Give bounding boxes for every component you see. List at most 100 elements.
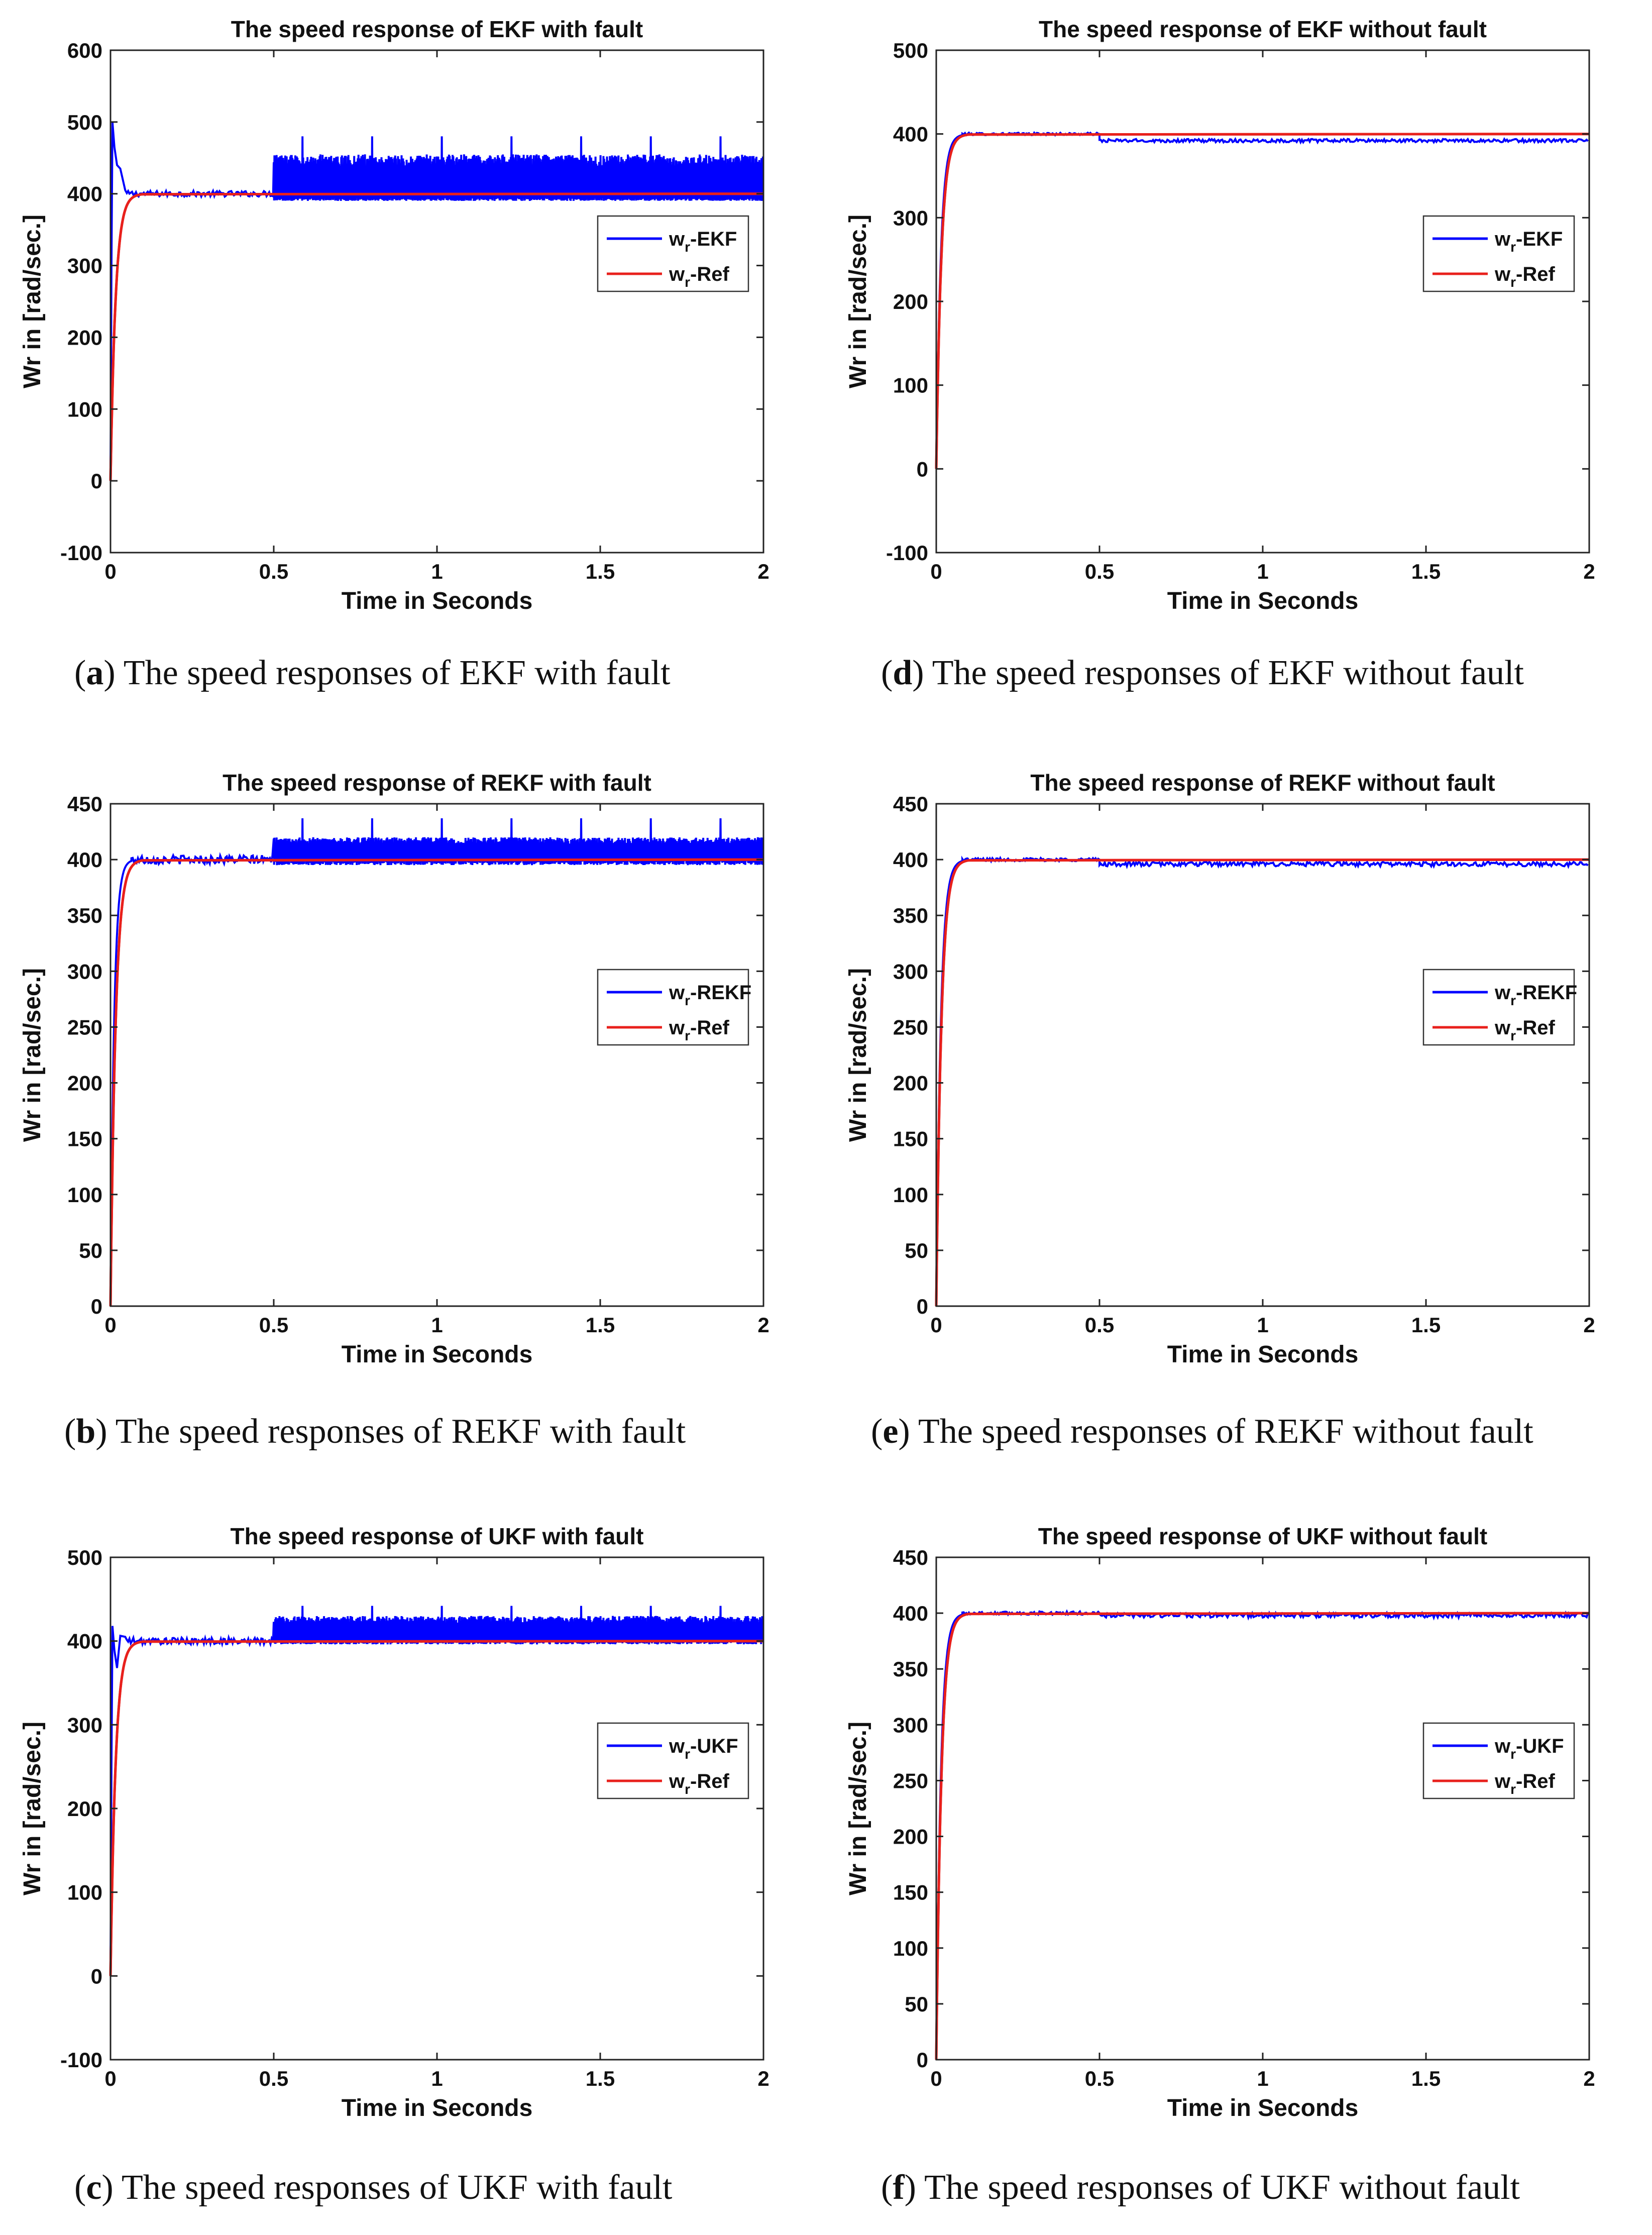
series-group bbox=[109, 818, 764, 1307]
chart-panel-ekf-without-fault: The speed response of EKF without fault -… bbox=[826, 0, 1651, 703]
y-tick-label: 300 bbox=[67, 960, 102, 983]
x-axis-label: Time in Seconds bbox=[1167, 1341, 1359, 1368]
y-axis-label: Wr in [rad/sec.] bbox=[845, 968, 871, 1142]
y-tick-label: -100 bbox=[60, 541, 102, 565]
legend-entry: wr-REKF bbox=[669, 982, 751, 1008]
caption-d: (d) The speed responses of EKF without f… bbox=[881, 654, 1524, 692]
x-tick-label: 0.5 bbox=[259, 1313, 288, 1337]
legend-symbol: w bbox=[1494, 263, 1511, 285]
x-tick-label: 2 bbox=[757, 2067, 769, 2090]
x-tick-label: 0 bbox=[104, 2067, 116, 2090]
chart-svg: The speed response of UKF without fault 0… bbox=[845, 1523, 1595, 2121]
caption-text: The speed responses of EKF with fault bbox=[115, 654, 671, 692]
y-tick-label: 350 bbox=[67, 904, 102, 927]
legend: wr-REKF wr-Ref bbox=[1422, 969, 1577, 1046]
y-tick-label: 300 bbox=[893, 206, 928, 230]
legend: wr-UKF wr-Ref bbox=[1422, 1722, 1575, 1799]
y-tick-label: 100 bbox=[67, 397, 102, 421]
x-axis-label: Time in Seconds bbox=[342, 2095, 533, 2121]
legend-box bbox=[1422, 1722, 1575, 1799]
legend-name: -UKF bbox=[690, 1735, 738, 1757]
y-tick-label: 0 bbox=[917, 1295, 928, 1318]
y-tick-label: 50 bbox=[905, 1992, 928, 2016]
legend-name: -Ref bbox=[1516, 263, 1555, 285]
x-tick-label: 0.5 bbox=[1085, 2067, 1114, 2090]
series-line-ref-overlay bbox=[935, 1612, 1590, 2060]
series-line-ref-overlay bbox=[935, 858, 1590, 1307]
x-tick-label: 0 bbox=[104, 560, 116, 583]
legend-name: -EKF bbox=[1516, 228, 1563, 250]
y-tick-label: 350 bbox=[893, 904, 928, 927]
y-tick-label: 400 bbox=[67, 848, 102, 872]
y-tick-label: 350 bbox=[893, 1657, 928, 1681]
y-tick-label: 450 bbox=[67, 792, 102, 816]
legend-subscript: r bbox=[685, 239, 690, 255]
legend-name: -REKF bbox=[690, 982, 751, 1004]
y-tick-label: 0 bbox=[917, 457, 928, 481]
caption-e: (e) The speed responses of REKF without … bbox=[871, 1412, 1533, 1451]
series-line-ref bbox=[109, 858, 764, 1307]
series-line-estimate bbox=[935, 856, 1589, 1307]
chart-title: The speed response of UKF without fault bbox=[1038, 1523, 1487, 1549]
y-tick-label: 450 bbox=[893, 792, 928, 816]
y-tick-label: 400 bbox=[67, 1630, 102, 1653]
y-tick-label: 200 bbox=[893, 1825, 928, 1849]
y-tick-label: 400 bbox=[67, 182, 102, 206]
x-tick-label: 1 bbox=[431, 1313, 443, 1337]
y-tick-label: -100 bbox=[886, 541, 928, 565]
legend-box bbox=[597, 1722, 749, 1799]
caption-f: (f) The speed responses of UKF without f… bbox=[881, 2168, 1520, 2207]
y-axis-label: Wr in [rad/sec.] bbox=[845, 215, 871, 388]
chart-svg: The speed response of UKF with fault -100… bbox=[19, 1523, 769, 2121]
plot-frame bbox=[109, 803, 764, 1307]
chart-title: The speed response of REKF with fault bbox=[223, 770, 651, 796]
legend-subscript: r bbox=[685, 1781, 690, 1797]
x-tick-label: 2 bbox=[1583, 560, 1595, 583]
legend-entry: wr-Ref bbox=[1494, 1017, 1555, 1043]
series-line-ref bbox=[935, 858, 1590, 1307]
series-group bbox=[935, 131, 1590, 469]
y-tick-label: 500 bbox=[67, 111, 102, 134]
y-tick-label: 100 bbox=[893, 1937, 928, 1960]
legend-symbol: w bbox=[669, 982, 685, 1004]
legend-symbol: w bbox=[669, 1735, 685, 1757]
legend-symbol: w bbox=[1494, 982, 1511, 1004]
caption-text: The speed responses of UKF with fault bbox=[113, 2168, 673, 2207]
series-group bbox=[109, 122, 764, 481]
legend-symbol: w bbox=[669, 228, 685, 250]
y-tick-label: 0 bbox=[917, 2048, 928, 2072]
y-tick-label: 200 bbox=[67, 1797, 102, 1821]
legend-entry: wr-UKF bbox=[1494, 1735, 1564, 1762]
x-tick-label: 1.5 bbox=[1411, 2067, 1441, 2090]
caption-letter: d bbox=[893, 654, 913, 692]
x-tick-label: 1.5 bbox=[1411, 560, 1441, 583]
y-tick-label: 250 bbox=[893, 1769, 928, 1792]
legend-entry: wr-REKF bbox=[1494, 982, 1577, 1008]
y-tick-label: 400 bbox=[893, 123, 928, 146]
legend-symbol: w bbox=[669, 1770, 685, 1792]
y-tick-label: -100 bbox=[60, 2048, 102, 2072]
caption-text: The speed responses of REKF without faul… bbox=[910, 1412, 1533, 1451]
legend-name: -Ref bbox=[690, 263, 729, 285]
x-tick-label: 1.5 bbox=[586, 1313, 615, 1337]
x-tick-label: 0 bbox=[930, 560, 942, 583]
y-axis-label: Wr in [rad/sec.] bbox=[19, 215, 46, 388]
legend-subscript: r bbox=[685, 274, 690, 290]
legend-box bbox=[1422, 969, 1575, 1046]
legend-box bbox=[597, 969, 749, 1046]
x-tick-label: 1.5 bbox=[1411, 1313, 1441, 1337]
legend-box bbox=[1422, 215, 1575, 292]
chart-svg: The speed response of REKF without fault… bbox=[845, 770, 1595, 1368]
chart-title: The speed response of EKF with fault bbox=[231, 16, 643, 42]
y-tick-label: 0 bbox=[91, 1964, 102, 1988]
y-tick-label: 150 bbox=[893, 1127, 928, 1151]
y-tick-label: 150 bbox=[67, 1127, 102, 1151]
series-line-estimate bbox=[935, 1609, 1589, 2060]
x-axis-label: Time in Seconds bbox=[1167, 2095, 1359, 2121]
chart-svg: The speed response of REKF with fault 0 50… bbox=[19, 770, 769, 1368]
legend-entry: wr-Ref bbox=[1494, 1770, 1555, 1797]
chart-panel-ukf-without-fault: The speed response of UKF without fault 0… bbox=[826, 1507, 1651, 2210]
caption-b: (b) The speed responses of REKF with fau… bbox=[64, 1412, 686, 1451]
legend-entry: wr-Ref bbox=[669, 263, 729, 290]
